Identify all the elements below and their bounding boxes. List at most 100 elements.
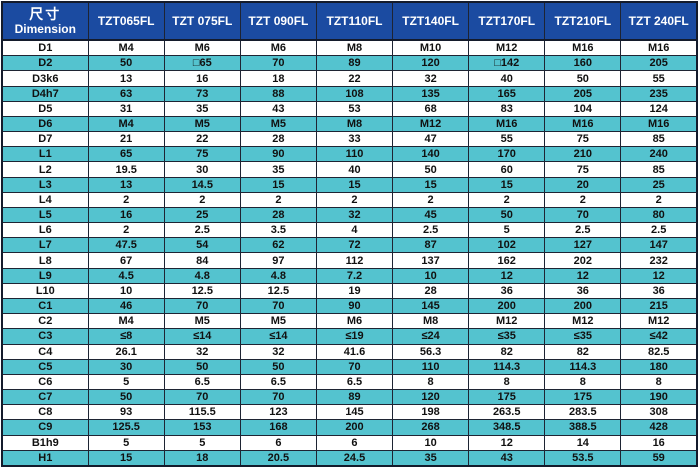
cell: 32 <box>163 343 241 360</box>
row-label: D2 <box>1 55 89 72</box>
cell: 35 <box>392 449 470 467</box>
cell: 147 <box>620 237 698 254</box>
cell: 14.5 <box>163 176 241 193</box>
cell: 62 <box>239 237 317 254</box>
cell: 175 <box>544 389 622 406</box>
cell: 12.5 <box>163 282 241 300</box>
cell: 8 <box>468 373 546 391</box>
cell: 25 <box>620 176 698 193</box>
cell: 145 <box>392 297 470 315</box>
cell: 22 <box>163 131 241 148</box>
cell: M5 <box>239 313 317 330</box>
table-row: C9 125.5 153 168 200 268 348.5 388.5 428 <box>1 419 698 436</box>
cell: 10 <box>87 282 165 300</box>
row-label: C2 <box>1 313 89 330</box>
cell: 50 <box>87 389 165 406</box>
cell: 54 <box>163 237 241 254</box>
cell: 40 <box>315 161 394 178</box>
cell: 73 <box>163 85 241 102</box>
cell: M5 <box>163 313 241 330</box>
cell: 75 <box>544 161 622 178</box>
cell: M6 <box>239 39 317 57</box>
cell: 53 <box>315 100 394 117</box>
cell: 36 <box>544 282 622 300</box>
cell: M5 <box>163 115 241 133</box>
cell: 6 <box>315 434 394 451</box>
cell: 140 <box>392 146 470 163</box>
cell: 12 <box>468 434 546 451</box>
cell: 32 <box>239 343 317 360</box>
cell: 50 <box>468 206 546 224</box>
cell: 59 <box>620 449 698 467</box>
cell: 137 <box>392 252 470 269</box>
cell: 89 <box>315 389 394 406</box>
cell: 205 <box>620 55 698 72</box>
row-label: C3 <box>1 328 89 345</box>
row-label: L1 <box>1 146 89 163</box>
cell: 32 <box>392 70 470 87</box>
cell: M6 <box>315 313 394 330</box>
cell: 46 <box>87 297 165 315</box>
cell: 83 <box>468 100 546 117</box>
cell: 205 <box>544 85 622 102</box>
cell: 235 <box>620 85 698 102</box>
cell: 308 <box>620 404 698 421</box>
column-header: TZT 240FL <box>620 1 698 41</box>
cell: 2 <box>87 191 165 208</box>
cell: 35 <box>163 100 241 117</box>
row-label: D3k6 <box>1 70 89 87</box>
cell: 2 <box>392 191 470 208</box>
cell: 3.5 <box>239 222 317 239</box>
table-row: D1 M4 M6 M6 M8 M10 M12 M16 M16 <box>1 39 698 57</box>
column-header: TZT 075FL <box>163 1 241 41</box>
cell: M12 <box>620 313 698 330</box>
cell: 232 <box>620 252 698 269</box>
cell: ≤14 <box>239 328 317 345</box>
table-row: D7 21 22 28 33 47 55 75 85 <box>1 131 698 148</box>
table-row: C1 46 70 70 90 145 200 200 215 <box>1 297 698 315</box>
cell: 13 <box>87 176 165 193</box>
row-label: L5 <box>1 206 89 224</box>
cell: 153 <box>163 419 241 436</box>
cell: 26.1 <box>87 343 165 360</box>
cell: 210 <box>544 146 622 163</box>
cell: 70 <box>544 206 622 224</box>
table-row: C3 ≤8 ≤14 ≤14 ≤19 ≤24 ≤35 ≤35 ≤42 <box>1 328 698 345</box>
row-label: L3 <box>1 176 89 193</box>
cell: □142 <box>468 55 546 72</box>
cell: 82.5 <box>620 343 698 360</box>
cell: 70 <box>163 389 241 406</box>
cell: ≤8 <box>87 328 165 345</box>
cell: 2 <box>239 191 317 208</box>
cell: 2.5 <box>620 222 698 239</box>
corner-header-en: Dimension <box>14 22 76 36</box>
cell: M8 <box>392 313 470 330</box>
cell: 30 <box>87 358 165 375</box>
cell: 115.5 <box>163 404 241 421</box>
cell: 5 <box>87 373 165 391</box>
cell: 47 <box>392 131 470 148</box>
cell: 102 <box>468 237 546 254</box>
table-row: L2 19.5 30 35 40 50 60 75 85 <box>1 161 698 178</box>
cell: M16 <box>544 115 622 133</box>
row-label: C6 <box>1 373 89 391</box>
cell: 160 <box>544 55 622 72</box>
cell: 82 <box>544 343 622 360</box>
cell: M4 <box>87 313 165 330</box>
cell: 31 <box>87 100 165 117</box>
cell: M8 <box>315 115 394 133</box>
cell: 162 <box>468 252 546 269</box>
cell: 89 <box>315 55 394 72</box>
row-label: L8 <box>1 252 89 269</box>
cell: 4.8 <box>239 267 317 284</box>
cell: 36 <box>620 282 698 300</box>
cell: 41.6 <box>315 343 394 360</box>
cell: 4.5 <box>87 267 165 284</box>
cell: 240 <box>620 146 698 163</box>
cell: ≤35 <box>544 328 622 345</box>
cell: 85 <box>620 161 698 178</box>
cell: 82 <box>468 343 546 360</box>
cell: 70 <box>239 297 317 315</box>
cell: 40 <box>468 70 546 87</box>
cell: 200 <box>544 297 622 315</box>
